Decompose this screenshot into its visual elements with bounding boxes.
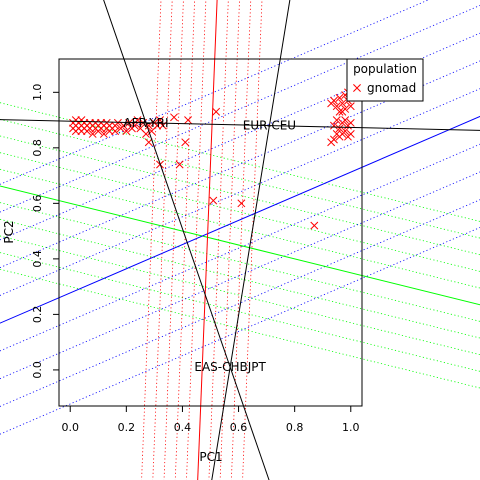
population-labels: AFR-YRI EUR-CEU EAS-CHBJPT [123, 116, 296, 374]
triangle-line-0 [0, 119, 480, 131]
legend-x-icon [353, 84, 361, 92]
data-point-24 [99, 129, 108, 138]
data-point-67 [346, 102, 355, 111]
data-point-85 [338, 129, 347, 138]
data-point-79 [341, 116, 350, 125]
data-point-59 [310, 221, 319, 230]
legend: population gnomad [346, 58, 424, 102]
red-dotted-line-4 [186, 0, 207, 480]
y-tick-label-2: 0.4 [31, 250, 44, 268]
legend-title: population [353, 62, 417, 76]
data-point-51 [184, 116, 193, 125]
data-point-80 [344, 132, 352, 141]
red-dotted-line-0 [141, 0, 162, 480]
red-dotted-line-7 [230, 0, 252, 480]
x-axis-title: PC1 [199, 450, 222, 464]
x-tick-label-3: 0.6 [230, 421, 248, 434]
data-point-86 [346, 118, 355, 127]
population-label-0: AFR-YRI [123, 116, 168, 130]
population-label-1: EUR-CEU [243, 119, 296, 133]
axes: 0.0 0.2 0.4 0.6 0.8 1.0 0.0 0.2 0.4 0.6 0.8 1.0 [31, 84, 360, 434]
data-point-84 [327, 138, 336, 147]
y-tick-label-3: 0.6 [31, 195, 44, 213]
population-label-2: EAS-CHBJPT [194, 360, 266, 374]
data-point-58 [237, 199, 246, 208]
data-point-71 [338, 107, 347, 116]
y-axis-title: PC2 [2, 220, 16, 243]
data-point-32 [111, 127, 120, 136]
data-point-50 [170, 113, 178, 122]
x-tick-label-5: 1.0 [342, 421, 360, 434]
x-tick-label-4: 0.8 [286, 421, 304, 434]
legend-box [346, 58, 424, 102]
data-point-33 [113, 118, 122, 127]
red-dotted-line-2 [163, 0, 184, 480]
data-point-56 [175, 160, 184, 169]
x-tick-label-2: 0.4 [174, 421, 192, 434]
data-point-61 [329, 96, 338, 105]
data-point-54 [181, 138, 190, 147]
y-tick-label-5: 1.0 [31, 84, 44, 102]
triangle-line-2 [211, 0, 291, 480]
y-tick-label-4: 0.8 [31, 139, 44, 157]
x-tick-label-1: 0.2 [118, 421, 136, 434]
data-point-73 [335, 124, 344, 133]
y-tick-label-0: 0.0 [31, 361, 44, 379]
data-point-48 [156, 116, 164, 125]
red-dotted-line-1 [152, 0, 173, 480]
y-tick-label-1: 0.2 [31, 306, 44, 324]
data-point-72 [332, 116, 341, 125]
data-point-63 [335, 93, 344, 102]
data-point-57 [209, 196, 218, 205]
red-dotted-line-3 [174, 0, 196, 480]
data-point-35 [119, 121, 128, 130]
red-dotted-line-6 [219, 0, 240, 480]
x-tick-label-0: 0.0 [61, 421, 79, 434]
legend-entry-gnomad: gnomad [367, 81, 416, 95]
red-dotted-line-8 [242, 0, 263, 480]
data-point-43 [142, 129, 150, 138]
legend-marker-x [353, 84, 361, 92]
data-point-39 [130, 121, 139, 130]
data-point-53 [144, 138, 153, 147]
data-point-87 [335, 107, 344, 116]
data-point-81 [332, 129, 341, 138]
red-main-line [197, 0, 218, 480]
gnomad-points [69, 88, 355, 230]
data-point-16 [88, 129, 97, 138]
data-point-52 [212, 107, 221, 116]
red-dotted-line-5 [208, 0, 229, 480]
data-point-64 [338, 99, 347, 108]
data-point-36 [122, 127, 131, 136]
data-point-82 [329, 121, 338, 130]
